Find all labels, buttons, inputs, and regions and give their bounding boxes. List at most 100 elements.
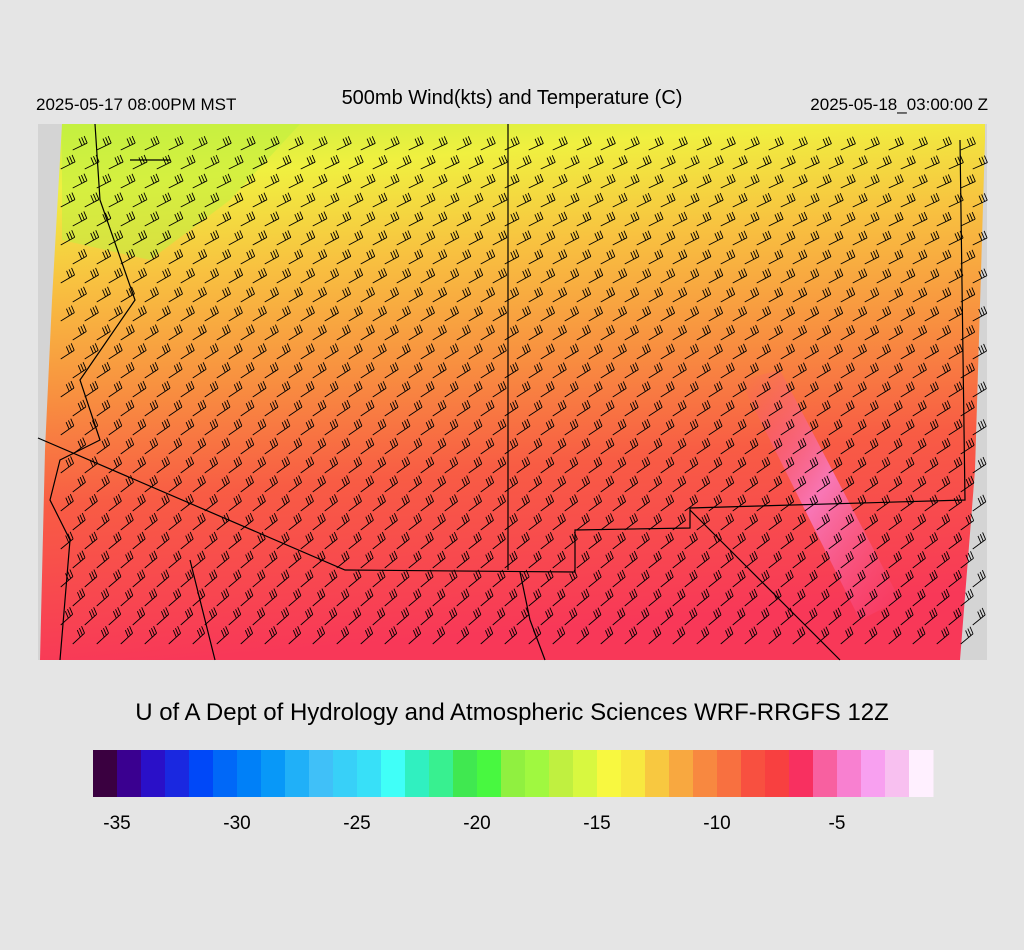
wind-barb <box>276 531 290 550</box>
wind-barb <box>432 211 448 227</box>
wind-barb <box>492 607 506 626</box>
wind-barb <box>936 249 952 265</box>
wind-barb <box>396 494 410 512</box>
wind-barb <box>408 475 423 493</box>
wind-barb <box>468 305 483 322</box>
wind-barb <box>804 268 820 284</box>
wind-barb <box>696 287 712 303</box>
wind-barb <box>516 381 531 398</box>
wind-barb <box>564 268 580 284</box>
wind-barb <box>72 248 88 265</box>
wind-barb <box>948 456 963 474</box>
wind-barb <box>576 136 592 151</box>
wind-barb <box>192 437 207 455</box>
color-swatch <box>645 750 670 797</box>
wind-barb <box>348 267 364 284</box>
wind-barb <box>180 569 194 588</box>
wind-barb <box>156 531 170 550</box>
wind-barb <box>672 437 687 455</box>
wind-barb <box>120 512 134 531</box>
wind-barb <box>264 173 280 189</box>
color-swatch <box>429 750 454 797</box>
wind-barb <box>312 136 328 151</box>
wind-barb <box>492 343 507 360</box>
wind-barb <box>276 192 292 208</box>
wind-barb <box>792 174 808 189</box>
wind-barb <box>972 155 988 170</box>
wind-barb <box>240 211 256 227</box>
wind-barb <box>900 268 916 284</box>
wind-barb <box>492 381 507 398</box>
wind-barb <box>444 305 459 322</box>
wind-barb <box>360 588 374 607</box>
wind-barb <box>60 531 74 550</box>
wind-barb <box>216 475 230 493</box>
wind-barb <box>384 136 400 151</box>
wind-barb <box>252 230 268 246</box>
wind-barb <box>804 230 820 246</box>
colorbar-tick-label: -5 <box>829 813 846 834</box>
wind-barb <box>588 418 603 436</box>
wind-barb <box>600 550 614 569</box>
wind-barb <box>648 437 663 455</box>
wind-barb <box>60 607 74 626</box>
wind-barb <box>300 192 316 208</box>
wind-barb <box>372 230 388 246</box>
wind-barb <box>672 626 686 645</box>
wind-barb <box>720 475 735 493</box>
wind-barb <box>864 211 880 227</box>
wind-barb <box>156 154 172 170</box>
wind-barb <box>912 475 927 493</box>
wind-barb <box>792 211 808 227</box>
wind-barb <box>948 306 964 322</box>
wind-barb <box>708 607 722 626</box>
wind-barb <box>552 513 566 531</box>
wind-barb <box>360 437 375 455</box>
wind-barb <box>924 569 938 588</box>
wind-barb <box>420 305 435 322</box>
wind-barb <box>528 286 544 303</box>
wind-barb <box>156 569 170 588</box>
wind-barb <box>132 343 147 360</box>
state-lines <box>37 124 966 573</box>
wind-barb <box>636 155 652 170</box>
wind-barb <box>372 494 386 512</box>
wind-barb <box>540 532 554 550</box>
wind-barb <box>216 550 230 569</box>
wind-barb <box>312 324 327 341</box>
wind-barb <box>492 192 508 208</box>
wind-barb <box>480 513 494 531</box>
wind-barb <box>720 588 734 607</box>
wind-barb <box>924 607 938 626</box>
wind-barb <box>252 380 267 398</box>
wind-barb <box>84 456 98 474</box>
wind-barb <box>288 550 302 569</box>
wind-barb <box>828 155 844 170</box>
wind-barb <box>348 607 362 626</box>
wind-barb <box>708 456 723 474</box>
wind-barb <box>60 493 74 512</box>
wind-barb <box>252 494 266 512</box>
wind-barb <box>444 494 458 512</box>
wind-barb <box>372 154 388 170</box>
wind-barb <box>756 532 770 550</box>
wind-barb <box>528 173 544 189</box>
wind-barb <box>936 324 952 341</box>
wind-barb <box>564 569 578 588</box>
wind-barb <box>480 626 494 645</box>
wind-barb <box>432 437 447 455</box>
wind-barb <box>828 343 843 360</box>
wind-barb <box>840 588 854 607</box>
wind-barb <box>132 418 147 436</box>
wind-barb <box>384 286 400 303</box>
wind-barb <box>72 550 86 569</box>
wind-barb <box>624 173 640 189</box>
wind-barb <box>948 343 963 360</box>
wind-barb <box>768 475 783 493</box>
wind-barb <box>828 456 843 474</box>
wind-barb <box>204 230 220 246</box>
color-swatch <box>789 750 814 797</box>
wind-barb <box>336 550 350 569</box>
wind-barb <box>192 173 208 189</box>
wind-barb <box>276 343 291 360</box>
